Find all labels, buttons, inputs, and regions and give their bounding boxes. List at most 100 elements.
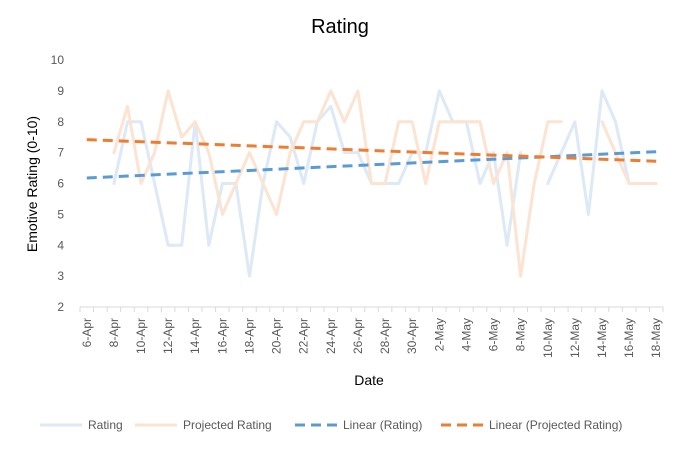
data-point [438,121,440,123]
data-point [221,182,223,184]
data-point [574,121,576,123]
data-point [126,121,128,123]
data-point [370,182,372,184]
x-tick-label: 14-Apr [188,318,202,354]
data-point [547,121,549,123]
data-point [506,244,508,246]
x-tick-label: 6-Apr [80,318,94,347]
x-tick-label: 12-May [568,318,582,358]
x-tick-label: 24-Apr [324,318,338,354]
x-axis-label: Date [354,372,384,388]
data-point [601,90,603,92]
series-linear-projected-rating [86,138,657,163]
x-tick-label: 8-May [514,318,528,351]
y-tick-label: 4 [57,238,64,252]
legend-item: Linear (Rating) [295,418,422,432]
x-tick-label: 28-Apr [378,318,392,354]
data-point [153,151,155,153]
data-point [452,121,454,123]
data-point [425,182,427,184]
y-axis-label: Emotive Rating (0-10) [24,116,40,252]
x-tick-label: 2-May [432,318,446,351]
data-point [601,121,603,123]
y-tick-label: 3 [57,269,64,283]
data-point [506,151,508,153]
x-tick-label: 12-Apr [161,318,175,354]
data-point [275,213,277,215]
data-point [655,182,657,184]
legend-item: Rating [40,418,123,432]
x-tick-label: 14-May [595,318,609,358]
data-point [303,121,305,123]
legend-label: Linear (Projected Rating) [489,418,622,432]
data-point [140,182,142,184]
data-point [479,182,481,184]
axes: 2 3 4 5 6 7 8 9 10 6-Apr 8-Apr 10-Apr 12-Apr 14-Apr 16… [51,53,664,358]
data-point [343,151,345,153]
data-point [465,121,467,123]
data-point [560,151,562,153]
y-tick-label: 6 [57,177,64,191]
x-tick-label: 16-May [622,318,636,358]
data-point [384,182,386,184]
data-point [140,121,142,123]
series-projected-rating [112,89,658,278]
data-point [357,90,359,92]
legend-item: Linear (Projected Rating) [441,418,622,432]
data-point [113,151,115,153]
data-point [614,121,616,123]
data-point [194,121,196,123]
data-point [492,182,494,184]
x-tick-label: 20-Apr [270,318,284,354]
data-point [208,244,210,246]
y-tick-label: 10 [51,53,65,67]
data-point [208,151,210,153]
data-point [397,182,399,184]
data-point [316,121,318,123]
legend-label: Linear (Rating) [343,418,422,432]
legend-item: Projected Rating [135,418,272,432]
data-point [492,151,494,153]
chart-title: Rating [311,16,369,38]
series-layer [86,89,658,278]
y-tick-label: 8 [57,115,64,129]
data-point [397,121,399,123]
trendline [86,138,657,163]
data-point [533,182,535,184]
y-tick-label: 5 [57,207,64,221]
data-point [275,121,277,123]
data-point [248,275,250,277]
data-point [357,151,359,153]
x-tick-label: 18-Apr [242,318,256,354]
data-point [248,151,250,153]
data-point [330,105,332,107]
data-point [167,244,169,246]
y-tick-label: 9 [57,84,64,98]
x-tick-label: 26-Apr [351,318,365,354]
data-point [479,121,481,123]
legend-label: Rating [88,418,123,432]
data-point [560,121,562,123]
y-tick-label: 2 [57,300,64,314]
y-tick-label: 7 [57,146,64,160]
data-point [547,182,549,184]
data-point [289,136,291,138]
x-tick-label: 6-May [487,318,501,351]
data-point [330,90,332,92]
data-point [180,136,182,138]
x-tick-label: 30-Apr [405,318,419,354]
data-point [235,182,237,184]
x-tick-label: 8-Apr [107,318,121,347]
data-point [411,121,413,123]
x-tick-label: 10-Apr [134,318,148,354]
x-tick-label: 10-May [541,318,555,358]
data-point [289,151,291,153]
data-point [628,182,630,184]
data-point [519,151,521,153]
x-tick-label: 4-May [459,318,473,351]
legend-label: Projected Rating [183,418,272,432]
x-tick-label: 18-May [649,318,663,358]
series-line [112,89,658,278]
